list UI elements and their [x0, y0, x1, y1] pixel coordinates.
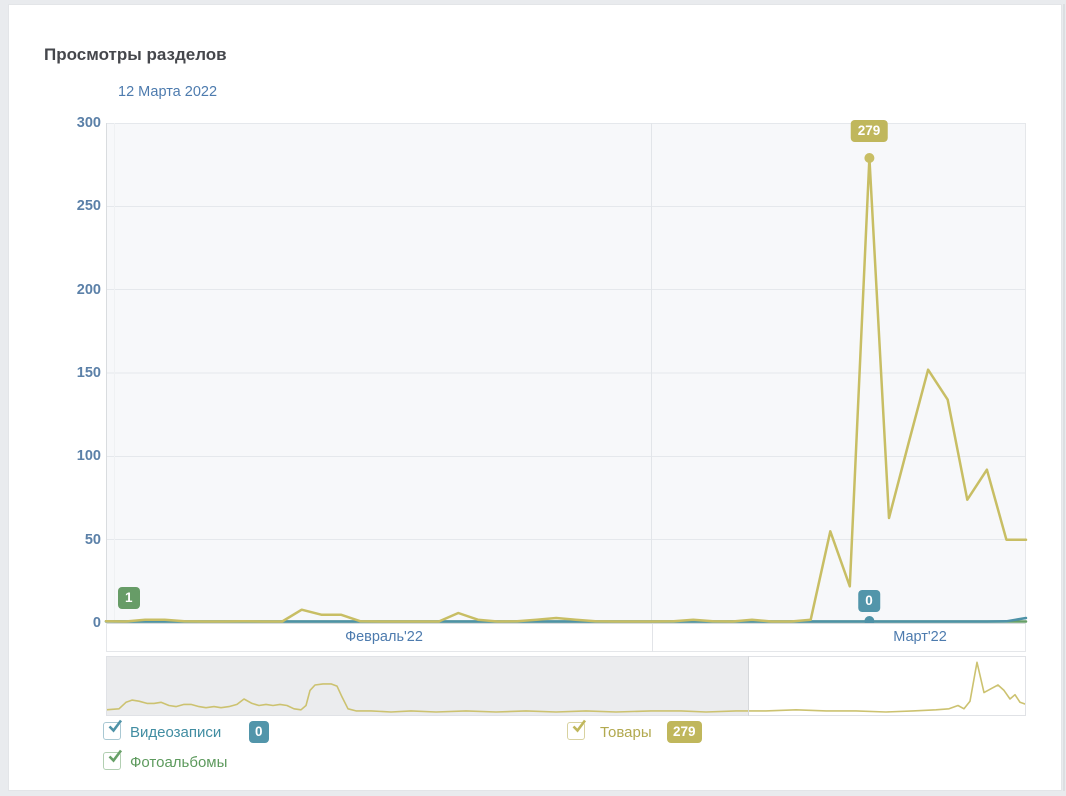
legend-badge-videos: 0 — [249, 721, 269, 743]
window-edge-divider — [1063, 4, 1065, 791]
range-brush-minimap[interactable] — [105, 656, 1027, 716]
y-tick-label: 0 — [92, 615, 101, 631]
y-tick-label: 50 — [84, 531, 101, 548]
legend-label-videos: Видеозаписи — [130, 724, 222, 741]
videos-value-badge: 0 — [858, 590, 880, 612]
y-tick-label: 300 — [76, 115, 101, 131]
legend-item-goods[interactable]: Товары 279 — [567, 719, 867, 745]
y-tick-label: 250 — [76, 198, 101, 215]
photos-checkbox[interactable] — [103, 749, 123, 770]
legend-label-goods: Товары — [600, 724, 652, 741]
checkmark-icon — [572, 719, 587, 733]
x-axis: Февраль'22 Март'22 — [106, 623, 1026, 652]
chart-plot-area[interactable]: 279 0 1 — [104, 120, 1028, 626]
page-title: Просмотры разделов — [44, 45, 227, 64]
y-tick-label: 200 — [76, 281, 101, 298]
legend-badge-goods: 279 — [667, 721, 702, 743]
goods-checkbox[interactable] — [567, 719, 587, 740]
checkmark-icon — [108, 719, 123, 733]
legend-item-videos[interactable]: Видеозаписи 0 — [103, 719, 403, 745]
photos-value-badge: 1 — [118, 587, 140, 609]
checkmark-icon — [108, 749, 123, 763]
minimap-svg — [105, 656, 1027, 716]
minimap-border — [106, 656, 1026, 716]
legend-label-photos: Фотоальбомы — [130, 754, 228, 771]
y-tick-label: 150 — [76, 365, 101, 381]
legend-item-photos[interactable]: Фотоальбомы — [103, 749, 403, 775]
videos-checkbox[interactable] — [103, 719, 123, 740]
goods-value-badge: 279 — [850, 120, 888, 142]
x-label-march: Март'22 — [893, 629, 947, 645]
series-line-Товары — [104, 156, 1028, 623]
goods-marker-dot — [864, 153, 875, 163]
y-tick-label: 100 — [76, 448, 101, 465]
section-views-card: Просмотры разделов 12 Марта 2022 0 50 100 1… — [8, 4, 1062, 791]
y-axis: 0 50 100 150 200 250 300 — [29, 5, 101, 645]
month-divider — [652, 624, 653, 652]
x-label-february: Февраль'22 — [345, 629, 423, 645]
tooltip-date: 12 Марта 2022 — [118, 84, 218, 100]
chart-svg — [104, 123, 1028, 626]
brush-selected-window[interactable] — [748, 656, 1026, 716]
minimap-series-line — [105, 661, 1027, 713]
